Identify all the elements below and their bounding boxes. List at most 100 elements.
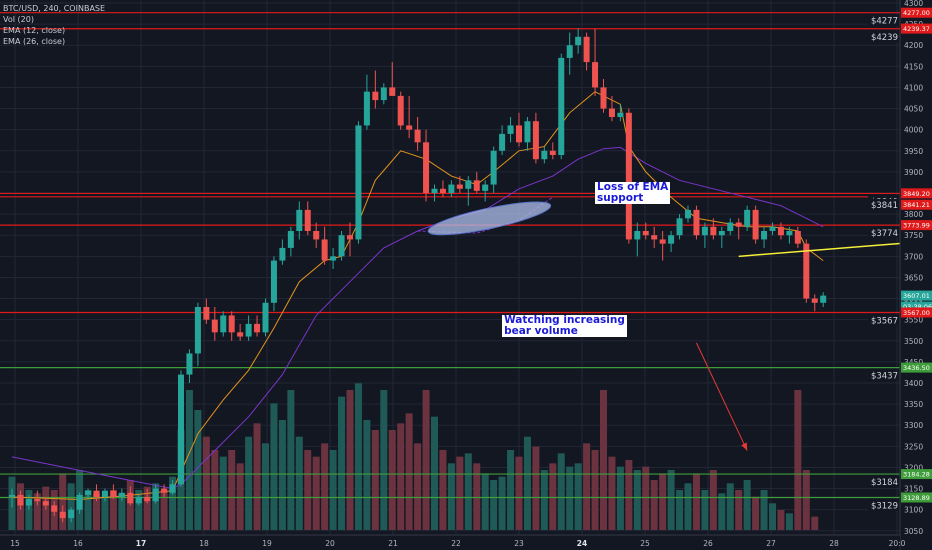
price-label: 3436.50 xyxy=(903,364,930,372)
candle xyxy=(600,79,607,113)
candle xyxy=(9,488,15,508)
candle xyxy=(423,129,430,202)
candle xyxy=(127,486,134,506)
candle-body xyxy=(794,231,801,244)
time-axis[interactable]: 15 16 17 18 19 20 21 22 23 24 25 26 27 28 20:0 xyxy=(0,534,906,550)
indicator-ema-12[interactable]: EMA (12, close) xyxy=(3,26,66,35)
candle xyxy=(304,201,311,236)
indicator-volume[interactable]: Vol (20) xyxy=(3,15,34,24)
candle-body xyxy=(34,499,41,502)
candle-body xyxy=(363,91,370,126)
volume-bar xyxy=(667,470,675,530)
price-label: 3773.99 xyxy=(903,222,930,230)
volume-bar xyxy=(169,476,177,530)
candle-body xyxy=(465,180,472,189)
candle-body xyxy=(566,45,573,58)
time-tick-label: 23 xyxy=(514,539,524,548)
price-label-box xyxy=(901,199,932,210)
annotation-loss-of-ema[interactable]: Loss of EMA support xyxy=(595,181,671,205)
candle-body xyxy=(101,490,108,497)
candle xyxy=(651,226,658,248)
price-tick-label: 3400 xyxy=(904,379,923,388)
candle xyxy=(51,501,58,516)
annotation-line: bear volume xyxy=(504,325,578,338)
candle-body xyxy=(127,492,134,504)
candle-body xyxy=(270,260,277,303)
price-label: 03:38:06 xyxy=(903,303,932,311)
candle-body xyxy=(423,142,430,193)
price-label-box xyxy=(901,492,932,503)
price-label: 3128.89 xyxy=(903,494,930,502)
candle-body xyxy=(245,323,252,337)
volume-bar xyxy=(566,466,574,530)
price-label-box xyxy=(901,469,932,480)
annotation-bear-volume[interactable]: Watching increasing bear volume xyxy=(502,314,627,338)
volume-bar xyxy=(194,410,202,530)
price-label: 3849.20 xyxy=(903,190,930,198)
candle xyxy=(685,205,691,223)
volume-bar xyxy=(726,483,734,530)
volume-bar xyxy=(540,470,548,530)
candle-body xyxy=(634,231,641,240)
candle xyxy=(68,507,75,523)
candle-body xyxy=(228,315,235,333)
price-label-box xyxy=(901,23,932,34)
volume-bar xyxy=(549,463,557,530)
candle xyxy=(701,222,708,248)
candle-body xyxy=(769,226,776,231)
candle-body xyxy=(761,231,768,240)
volume-arrow[interactable] xyxy=(695,342,748,451)
volume-bar xyxy=(608,456,616,530)
volume-bar xyxy=(101,496,109,530)
price-axis[interactable]: 4300425042004150410040504000395039003850… xyxy=(899,0,932,550)
candle-body xyxy=(617,112,624,117)
volume-bar xyxy=(236,463,244,530)
candle-body xyxy=(296,209,303,231)
symbol-title[interactable]: BTC/USD, 240, COINBASE xyxy=(3,4,106,13)
candle-body xyxy=(676,218,683,236)
annotation-line: Loss of EMA xyxy=(597,181,669,194)
level-tag-background xyxy=(868,227,900,239)
candle xyxy=(110,484,117,500)
volume-bar xyxy=(473,463,481,530)
candle xyxy=(397,91,404,130)
candle-body xyxy=(532,121,539,160)
ema-support-ellipse[interactable] xyxy=(426,195,553,241)
candle xyxy=(642,222,649,240)
volume-bar xyxy=(532,446,540,530)
volume-bar xyxy=(380,390,388,530)
volume-bar xyxy=(118,493,126,530)
indicator-ema-26[interactable]: EMA (26, close) xyxy=(3,37,66,46)
annotation-line: Watching increasing xyxy=(504,314,625,327)
candle xyxy=(414,117,421,151)
candle xyxy=(380,83,387,105)
chart-legend: BTC/USD, 240, COINBASE Vol (20) EMA (12,… xyxy=(3,3,105,47)
price-tick-label: 3050 xyxy=(904,527,923,536)
volume-bar xyxy=(464,453,472,530)
candle-body xyxy=(17,494,24,506)
candle xyxy=(363,74,370,130)
time-tick-label: 17 xyxy=(136,539,146,548)
time-tick-label: 16 xyxy=(73,539,83,548)
price-tick-label: 3150 xyxy=(904,485,923,494)
volume-bar xyxy=(219,456,227,530)
candle xyxy=(245,315,252,341)
volume-bar xyxy=(431,416,438,530)
volume-bar xyxy=(262,443,269,530)
price-label-box xyxy=(901,220,932,231)
volume-bar xyxy=(676,490,684,530)
candle xyxy=(186,349,193,383)
candle-body xyxy=(118,492,125,497)
volume-bar xyxy=(684,483,692,530)
volume-bar xyxy=(405,413,413,530)
level-tag: $3841 xyxy=(871,201,898,211)
level-tag-background xyxy=(868,198,900,210)
volume-bar xyxy=(329,450,337,530)
candle-body xyxy=(710,226,717,236)
volume-bar xyxy=(67,483,75,530)
candle xyxy=(583,32,590,71)
level-tag-background xyxy=(868,30,900,42)
candle-body xyxy=(313,231,320,240)
candle xyxy=(34,490,41,506)
